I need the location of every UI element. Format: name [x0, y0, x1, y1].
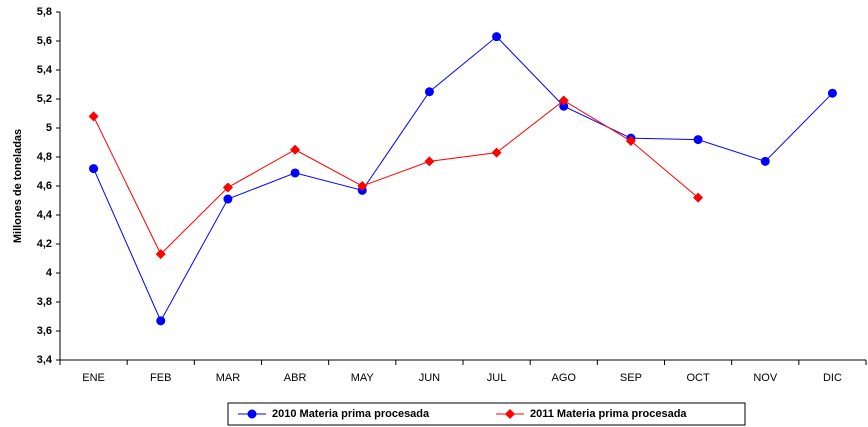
- x-tick-label: JUN: [419, 372, 440, 384]
- point: [559, 101, 569, 111]
- x-tick-label: AGO: [552, 372, 577, 384]
- y-tick-label: 3,6: [37, 325, 52, 337]
- point: [247, 409, 257, 419]
- series-line: [93, 35, 833, 322]
- legend-label: 2010 Materia prima procesada: [272, 408, 430, 420]
- point: [357, 181, 368, 191]
- point: [625, 136, 636, 147]
- x-tick-label: DIC: [823, 372, 842, 384]
- point: [693, 192, 704, 203]
- y-tick-label: 4,4: [37, 209, 53, 221]
- point: [290, 144, 301, 155]
- point: [424, 87, 434, 97]
- point: [222, 182, 233, 193]
- point: [155, 249, 166, 260]
- legend-box: [227, 402, 746, 426]
- y-tick-label: 4,6: [37, 180, 52, 192]
- point: [827, 88, 837, 98]
- x-tick-label: MAY: [351, 372, 375, 384]
- point: [156, 316, 166, 326]
- point: [558, 95, 569, 106]
- y-tick-label: 3,4: [37, 354, 53, 366]
- point: [424, 156, 435, 167]
- legend-label: 2011 Materia prima procesada: [530, 408, 687, 420]
- y-tick-label: 5,8: [37, 6, 52, 18]
- point: [760, 156, 770, 166]
- y-tick-label: 5,4: [37, 64, 53, 76]
- point: [505, 409, 515, 419]
- y-tick-label: 5: [46, 122, 52, 134]
- point: [290, 168, 300, 178]
- x-tick-label: NOV: [753, 372, 778, 384]
- y-axis-label: Millones de toneladas: [12, 129, 24, 243]
- point: [89, 164, 99, 174]
- y-tick-label: 4,8: [37, 151, 52, 163]
- x-tick-label: SEP: [620, 372, 642, 384]
- y-tick-label: 4: [46, 267, 53, 279]
- x-tick-label: MAR: [216, 372, 241, 384]
- point: [491, 147, 502, 158]
- y-tick-label: 5,6: [37, 35, 52, 47]
- y-tick-label: 5,2: [37, 93, 52, 105]
- point: [223, 194, 233, 204]
- x-tick-label: ABR: [284, 372, 307, 384]
- x-tick-label: FEB: [150, 372, 171, 384]
- point: [88, 111, 99, 122]
- series-line: [93, 99, 699, 255]
- y-tick-label: 4,2: [37, 238, 52, 250]
- y-tick-label: 3,8: [37, 296, 52, 308]
- x-tick-label: ENE: [82, 372, 105, 384]
- x-tick-label: OCT: [686, 372, 710, 384]
- point: [693, 135, 703, 145]
- point: [492, 32, 502, 42]
- x-tick-label: JUL: [487, 372, 507, 384]
